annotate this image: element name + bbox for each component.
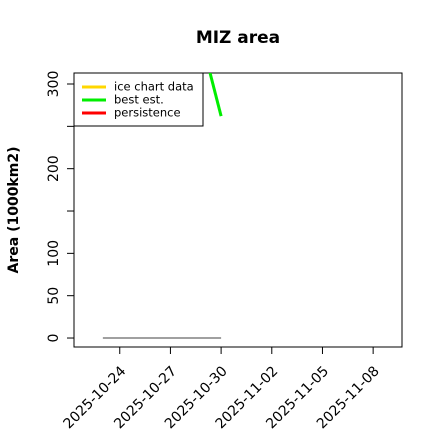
chart-title: MIZ area [196, 28, 280, 48]
y-tick-label: 300 [46, 71, 62, 98]
y-axis-label: Area (1000km2) [6, 147, 22, 274]
y-tick-label: 50 [46, 287, 62, 305]
legend-label: best est. [114, 93, 164, 107]
y-tick-label: 200 [46, 155, 62, 182]
legend-label: persistence [114, 106, 181, 120]
legend-label: ice chart data [114, 80, 194, 94]
plot-area [102, 73, 223, 339]
y-tick-label: 100 [46, 240, 62, 267]
y-tick-label: 0 [46, 334, 62, 343]
plot-frame [73, 72, 403, 348]
series-line [208, 73, 223, 117]
